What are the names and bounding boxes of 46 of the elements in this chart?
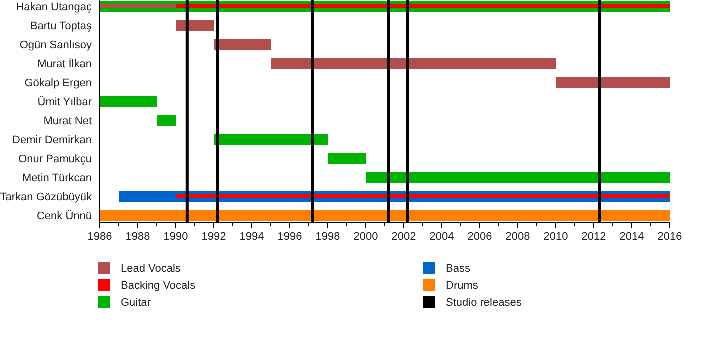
legend-label: Backing Vocals (121, 280, 196, 292)
y-tick-label: Bartu Toptaş (30, 20, 92, 32)
legend-label: Guitar (121, 297, 152, 309)
bar (176, 20, 214, 31)
bar (214, 134, 328, 145)
y-tick-label: Hakan Utangaç (16, 2, 92, 14)
y-tick-label: Murat İlkan (38, 58, 92, 70)
y-tick-label: Ogün Sanlısoy (20, 40, 92, 52)
x-tick-label: 1986 (88, 231, 112, 243)
legend-label: Studio releases (446, 297, 522, 309)
y-tick-label: Gökalp Ergen (24, 78, 92, 90)
x-tick-label: 2004 (430, 231, 454, 243)
x-tick-label: 2008 (506, 231, 530, 243)
x-tick-label: 2014 (620, 231, 644, 243)
x-tick-label: 2012 (582, 231, 606, 243)
bar (100, 96, 157, 107)
x-tick-label: 1998 (316, 231, 340, 243)
x-tick-label: 1996 (278, 231, 302, 243)
bar (157, 115, 176, 126)
y-tick-label: Ümit Yılbar (38, 96, 92, 108)
bar (271, 58, 556, 69)
x-tick-label: 1992 (202, 231, 226, 243)
y-tick-label: Demir Demirkan (12, 134, 92, 146)
legend-label: Bass (446, 263, 471, 275)
bar (556, 77, 670, 88)
bar (100, 210, 670, 221)
y-tick-label: Onur Pamukçu (18, 154, 92, 166)
bar (328, 153, 366, 164)
bar (214, 39, 271, 50)
y-tick-label: Tarkan Gözübüyük (0, 192, 92, 204)
legend-label: Lead Vocals (121, 263, 182, 275)
legend-label: Drums (446, 280, 479, 292)
y-tick-label: Murat Net (44, 116, 92, 128)
x-tick-label: 2000 (354, 231, 378, 243)
x-tick-label: 1990 (164, 231, 188, 243)
bar (366, 172, 670, 183)
x-tick-label: 2016 (658, 231, 682, 243)
bar (176, 194, 670, 198)
y-tick-label: Metin Türkcan (22, 172, 92, 184)
x-tick-label: 1994 (240, 231, 264, 243)
x-tick-label: 2006 (468, 231, 492, 243)
y-tick-label: Cenk Ünnü (36, 210, 92, 222)
bar (176, 4, 670, 8)
x-tick-label: 1988 (126, 231, 150, 243)
x-tick-label: 2010 (544, 231, 568, 243)
x-tick-label: 2002 (392, 231, 416, 243)
